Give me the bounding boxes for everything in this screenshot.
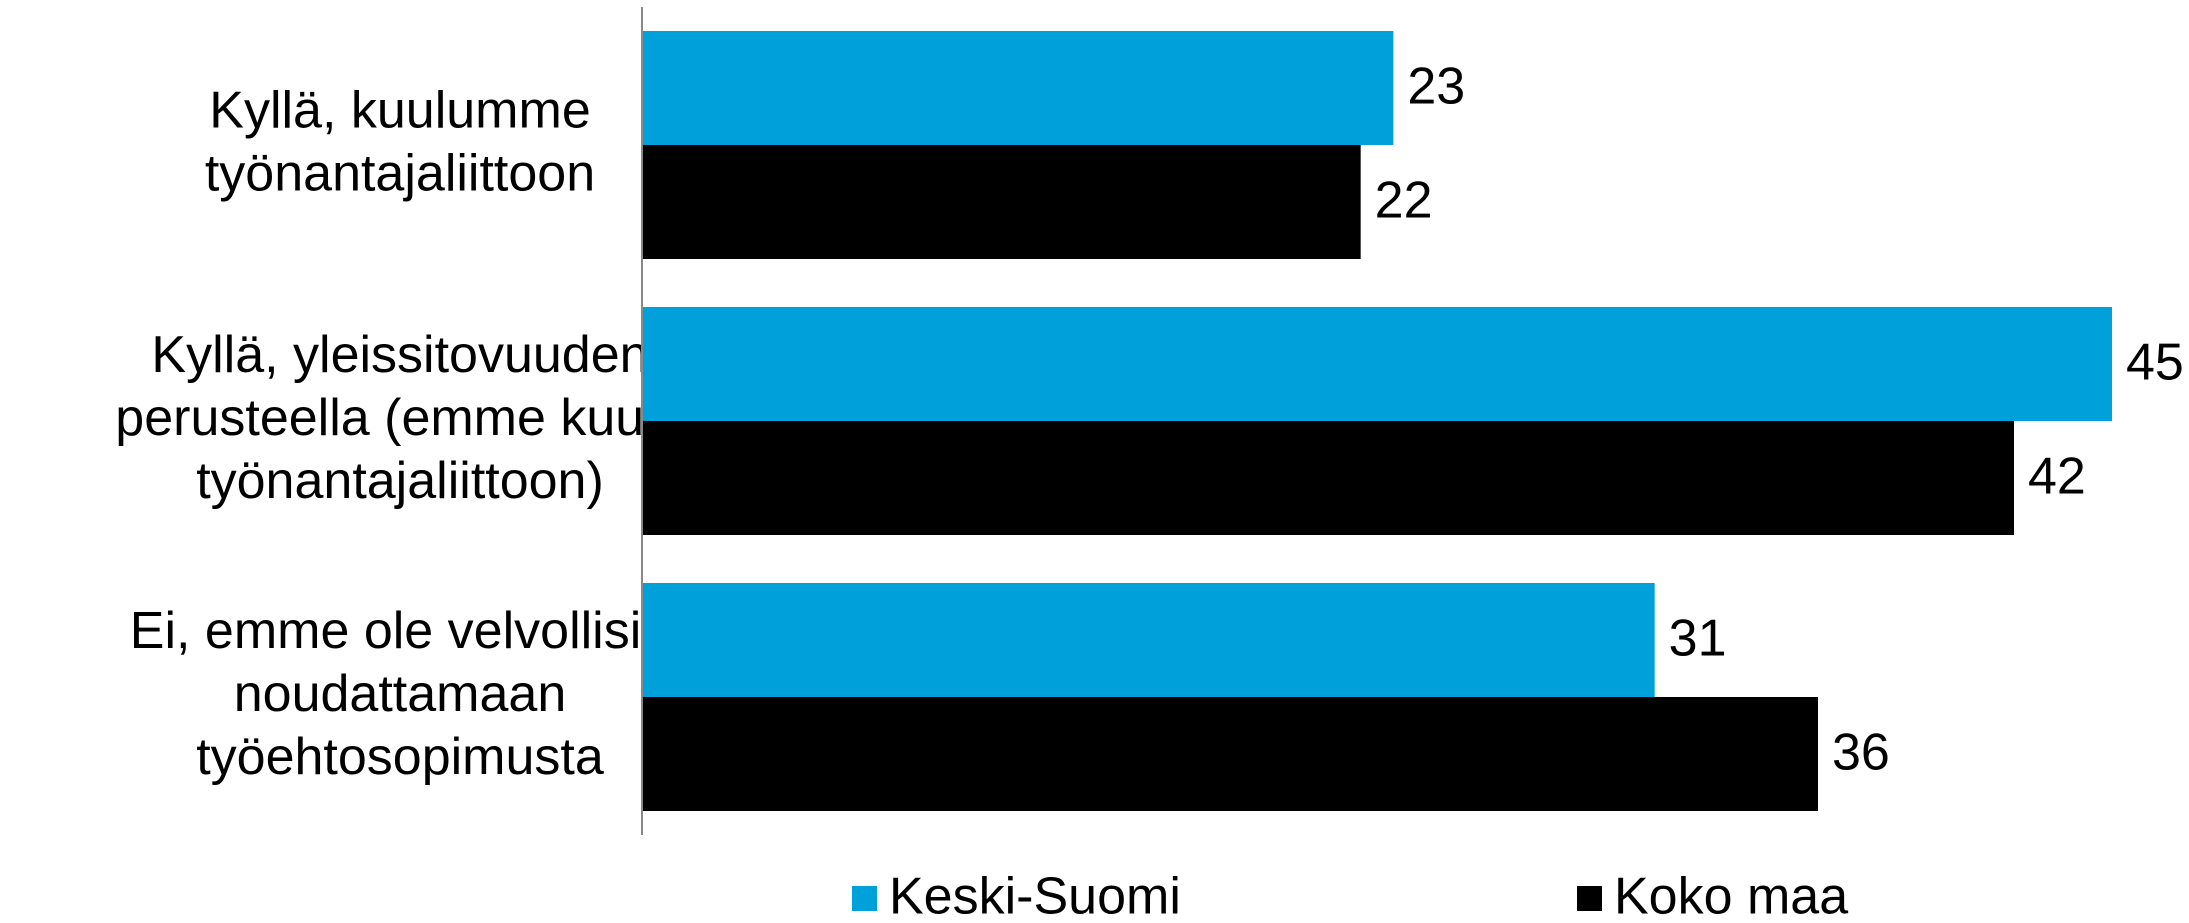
bar <box>642 583 1655 697</box>
bar <box>642 697 1818 811</box>
legend-label: Koko maa <box>1614 868 1848 918</box>
value-label: 22 <box>1375 172 1433 230</box>
legend-swatch <box>852 886 877 911</box>
bar <box>642 307 2112 421</box>
bar <box>642 145 1361 259</box>
value-label: 31 <box>1669 610 1727 668</box>
category-label: Ei, emme ole velvollisia noudattamaan työe… <box>130 602 670 786</box>
bar <box>642 421 2014 535</box>
value-label: 45 <box>2126 334 2184 392</box>
category-label-line: Ei, emme ole velvollisia <box>130 602 670 660</box>
category-label-line: työehtosopimusta <box>196 728 604 786</box>
value-label: 36 <box>1832 724 1890 782</box>
legend-label: Keski-Suomi <box>889 868 1181 918</box>
category-label-line: noudattamaan <box>234 665 567 723</box>
category-label: Kyllä, yleissitovuuden perusteella (emme … <box>115 326 684 510</box>
value-label: 23 <box>1407 58 1465 116</box>
category-label-line: Kyllä, kuulumme <box>209 81 590 139</box>
category-label-line: perusteella (emme kuulu <box>115 389 684 447</box>
legend-swatch <box>1577 886 1602 911</box>
bar <box>642 31 1394 145</box>
category-label: Kyllä, kuulumme työnantajaliittoon <box>205 81 595 202</box>
category-label-line: Kyllä, yleissitovuuden <box>151 326 648 384</box>
category-label-line: työnantajaliittoon) <box>196 452 604 510</box>
category-label-line: työnantajaliittoon <box>205 144 595 202</box>
value-label: 42 <box>2028 448 2086 506</box>
